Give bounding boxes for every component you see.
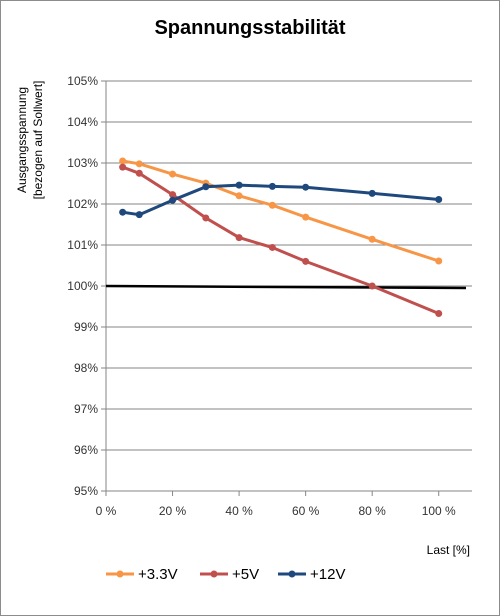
data-point-5v <box>135 169 143 177</box>
data-point-5v <box>235 234 243 242</box>
x-tick-labels: 0 % 20 % 40 % 60 % 80 % 100 % <box>96 504 456 518</box>
legend-label-5v: +5V <box>232 566 259 583</box>
chart-title: Spannungsstabilität <box>154 17 345 39</box>
data-point-12v <box>135 211 143 219</box>
data-point-5v <box>268 243 276 251</box>
data-point-5v <box>302 257 310 265</box>
reference-line <box>105 284 467 290</box>
data-point-5v <box>202 214 210 222</box>
data-point-12v <box>119 208 127 216</box>
x-tick-label: 40 % <box>225 504 253 518</box>
y-tick-label: 100% <box>67 279 98 293</box>
data-point-33v <box>435 257 443 265</box>
x-tick-label: 60 % <box>292 504 320 518</box>
data-point-5v <box>435 309 443 317</box>
y-tick-label: 101% <box>67 238 98 252</box>
legend-marker-5v <box>210 570 218 578</box>
y-tick-label: 97% <box>74 402 98 416</box>
data-point-12v <box>169 196 177 204</box>
y-tick-label: 103% <box>67 156 98 170</box>
data-point-33v <box>235 192 243 200</box>
y-tick-label: 99% <box>74 320 98 334</box>
data-point-5v <box>169 191 177 199</box>
data-point-5v <box>119 163 127 171</box>
data-point-33v <box>368 235 376 243</box>
data-point-12v <box>268 182 276 190</box>
x-axis-title: Last [%] <box>427 543 470 557</box>
legend-marker-12v <box>288 570 296 578</box>
y-tick-label: 95% <box>74 484 98 498</box>
y-tick-label: 104% <box>67 115 98 129</box>
y-axis-title-line2: [bezogen auf Sollwert] <box>31 81 45 200</box>
y-tick-label: 98% <box>74 361 98 375</box>
legend-marker-33v <box>116 570 124 578</box>
data-point-12v <box>435 195 443 203</box>
y-tick-label: 105% <box>67 74 98 88</box>
legend: +3.3V +5V +12V <box>106 566 345 583</box>
data-point-33v <box>119 157 127 165</box>
data-point-12v <box>202 183 210 191</box>
series-line-5v <box>122 165 440 315</box>
data-point-5v <box>368 282 376 290</box>
data-point-12v <box>368 189 376 197</box>
x-tick-label: 80 % <box>359 504 387 518</box>
legend-label-12v: +12V <box>310 566 345 583</box>
reference-line-100 <box>105 284 467 290</box>
data-point-33v <box>302 213 310 221</box>
x-tick-label: 100 % <box>422 504 456 518</box>
data-point-12v <box>302 183 310 191</box>
data-point-12v <box>235 181 243 189</box>
y-tick-label: 96% <box>74 443 98 457</box>
legend-label-33v: +3.3V <box>138 566 178 583</box>
y-tick-labels: 95% 96% 97% 98% 99% 100% 101% 102% 103% 104% 105% <box>67 74 98 498</box>
series <box>119 157 443 317</box>
y-axis-title-line1: Ausgangsspannung <box>15 87 29 193</box>
y-tick-label: 102% <box>67 197 98 211</box>
data-point-33v <box>135 160 143 168</box>
data-point-33v <box>268 201 276 209</box>
x-tick-label: 20 % <box>159 504 187 518</box>
x-tick-label: 0 % <box>96 504 117 518</box>
data-point-33v <box>169 170 177 178</box>
